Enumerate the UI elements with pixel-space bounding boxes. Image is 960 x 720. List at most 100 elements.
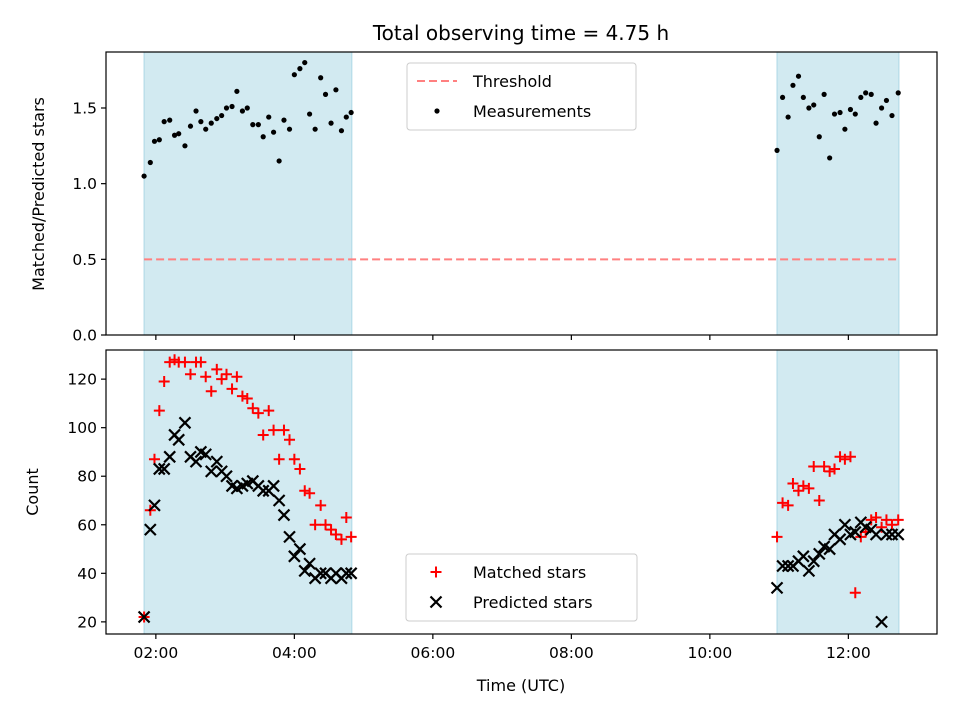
top-point-0-63 <box>889 112 895 119</box>
top-y-tick-label-0: 0.0 <box>72 327 97 345</box>
predicted-point-60 <box>869 528 883 541</box>
top-point-0-58 <box>863 90 869 96</box>
top-point-0-45 <box>795 73 802 79</box>
top-y-tick-label-3: 1.5 <box>72 99 97 117</box>
bottom-y-axis-label: Count <box>23 468 42 516</box>
matched-point-42 <box>777 497 789 509</box>
top-axes-frame <box>105 51 938 336</box>
predicted-point-62 <box>880 528 893 541</box>
matched-point-46 <box>797 480 809 492</box>
bottom-y-tick-label-2: 60 <box>77 516 97 534</box>
top-point-0-12 <box>203 126 209 132</box>
matched-point-14 <box>211 363 223 375</box>
predicted-point-47 <box>802 564 816 578</box>
top-point-0-14 <box>214 115 220 122</box>
top-point-0-4 <box>161 119 167 125</box>
top-point-0-27 <box>281 117 287 123</box>
top-point-0-47 <box>806 105 812 111</box>
x-axis-label: Time (UTC) <box>476 676 565 695</box>
top-point-0-42 <box>779 94 786 101</box>
matched-point-56 <box>849 587 861 599</box>
top-y-axis-label: Matched/Predicted stars <box>29 97 48 291</box>
matched-point-25 <box>268 424 280 436</box>
matched-point-20 <box>241 393 253 405</box>
matched-point-21 <box>247 402 259 414</box>
top-point-0-59 <box>868 91 874 97</box>
top-point-0-38 <box>338 128 345 134</box>
matched-point-52 <box>829 463 841 475</box>
matched-point-32 <box>304 487 316 499</box>
matched-point-63 <box>886 519 898 531</box>
matched-point-37 <box>330 528 342 540</box>
predicted-point-13 <box>204 465 218 478</box>
predicted-point-28 <box>283 530 296 544</box>
matched-point-27 <box>278 424 290 436</box>
top-point-0-29 <box>291 72 297 78</box>
predicted-point-0 <box>137 610 151 624</box>
matched-point-12 <box>200 371 212 383</box>
top-point-0-52 <box>831 111 838 117</box>
top-point-0-32 <box>306 111 313 117</box>
predicted-point-25 <box>267 479 280 493</box>
predicted-point-23 <box>256 484 270 498</box>
predicted-point-39 <box>340 567 353 580</box>
matched-point-59 <box>865 514 877 526</box>
top-point-0-60 <box>873 120 879 126</box>
top-point-0-7 <box>176 131 182 137</box>
matched-point-53 <box>834 451 846 463</box>
matched-point-51 <box>824 465 836 477</box>
top-y-tick-label-1: 0.5 <box>72 251 97 269</box>
top-point-0-55 <box>847 106 854 113</box>
matched-point-60 <box>870 511 882 523</box>
predicted-point-30 <box>293 542 307 556</box>
top-point-0-41 <box>774 147 780 153</box>
legend-predicted-swatch <box>429 595 443 609</box>
predicted-point-1 <box>144 523 157 536</box>
matched-point-11 <box>195 356 207 368</box>
bottom-y-tick-label-0: 20 <box>77 613 97 631</box>
top-point-0-56 <box>852 111 858 117</box>
matched-point-31 <box>299 485 311 497</box>
top-point-0-50 <box>821 91 827 97</box>
top-point-0-19 <box>239 108 246 114</box>
predicted-point-64 <box>891 528 905 541</box>
matched-point-47 <box>803 482 815 494</box>
top-point-0-44 <box>790 82 796 88</box>
predicted-point-40 <box>344 567 358 580</box>
matched-point-16 <box>220 368 232 380</box>
predicted-point-3 <box>153 462 166 476</box>
predicted-point-41 <box>770 581 784 595</box>
bottom-y-tick-label-5: 120 <box>67 371 97 389</box>
top-point-0-1 <box>147 159 153 166</box>
top-panel: 0.0 0.5 1.0 1.5 Threshold Measurements <box>72 51 938 345</box>
top-legend-box <box>406 62 637 131</box>
predicted-point-48 <box>807 554 821 568</box>
matched-point-35 <box>320 519 332 531</box>
bottom-y-tick-label-3: 80 <box>77 468 97 486</box>
predicted-point-5 <box>163 450 176 464</box>
predicted-point-2 <box>148 499 161 512</box>
top-point-0-33 <box>312 126 318 132</box>
matched-point-26 <box>273 453 285 465</box>
bottom-y-tick-label-4: 100 <box>67 419 97 437</box>
predicted-point-7 <box>172 433 185 447</box>
bottom-axes-frame <box>105 349 938 635</box>
top-point-0-24 <box>266 114 272 120</box>
matched-point-34 <box>315 499 327 511</box>
matched-point-23 <box>257 429 269 441</box>
predicted-point-14 <box>210 455 224 468</box>
matched-point-48 <box>808 461 820 473</box>
predicted-point-56 <box>849 525 862 539</box>
predicted-point-31 <box>298 564 312 578</box>
bottom-y-tick-label-1: 40 <box>77 565 97 583</box>
x-tick-label-1: 04:00 <box>272 644 317 662</box>
predicted-point-10 <box>189 455 203 468</box>
legend-threshold-label: Threshold <box>472 72 552 91</box>
top-point-0-34 <box>318 75 324 81</box>
legend-predicted-label: Predicted stars <box>473 593 593 612</box>
top-point-0-13 <box>208 120 214 126</box>
matched-point-64 <box>892 514 904 526</box>
matched-point-54 <box>839 453 851 465</box>
matched-point-3 <box>153 405 165 417</box>
top-point-0-62 <box>883 97 890 104</box>
